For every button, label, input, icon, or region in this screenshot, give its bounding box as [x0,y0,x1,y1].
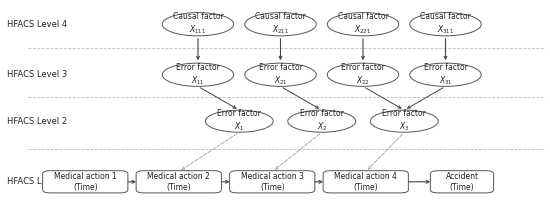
FancyBboxPatch shape [430,171,494,193]
Text: Medical action 2
(Time): Medical action 2 (Time) [147,172,210,192]
Text: Error factor
$X_3$: Error factor $X_3$ [382,109,426,133]
Ellipse shape [288,110,356,132]
Text: HFACS Level 3: HFACS Level 3 [7,70,67,79]
Ellipse shape [327,63,399,86]
FancyBboxPatch shape [230,171,315,193]
FancyBboxPatch shape [136,171,221,193]
Ellipse shape [410,13,481,36]
Text: Error factor
$X_2$: Error factor $X_2$ [300,109,344,133]
Ellipse shape [327,13,399,36]
Text: Error factor
$X_{31}$: Error factor $X_{31}$ [424,63,468,87]
FancyBboxPatch shape [323,171,408,193]
Text: Causal factor
$X_{211}$: Causal factor $X_{211}$ [255,12,306,36]
Ellipse shape [245,13,316,36]
FancyBboxPatch shape [43,171,128,193]
Ellipse shape [410,63,481,86]
Ellipse shape [245,63,316,86]
Text: HFACS Level 4: HFACS Level 4 [7,20,67,29]
Text: Medical action 1
(Time): Medical action 1 (Time) [54,172,117,192]
Ellipse shape [162,63,234,86]
Text: Medical action 3
(Time): Medical action 3 (Time) [241,172,304,192]
Text: HFACS Level 2: HFACS Level 2 [7,117,67,126]
Text: Accident
(Time): Accident (Time) [446,172,478,192]
Ellipse shape [205,110,273,132]
Text: Causal factor
$X_{111}$: Causal factor $X_{111}$ [173,12,223,36]
Text: Error factor
$X_1$: Error factor $X_1$ [217,109,261,133]
Text: Medical action 4
(Time): Medical action 4 (Time) [334,172,397,192]
Text: Causal factor
$X_{311}$: Causal factor $X_{311}$ [420,12,471,36]
Ellipse shape [370,110,438,132]
Ellipse shape [162,13,234,36]
Text: HFACS Level 1: HFACS Level 1 [7,177,67,186]
Text: Error factor
$X_{22}$: Error factor $X_{22}$ [341,63,385,87]
Text: Error factor
$X_{21}$: Error factor $X_{21}$ [258,63,303,87]
Text: Error factor
$X_{11}$: Error factor $X_{11}$ [176,63,220,87]
Text: Causal factor
$X_{221}$: Causal factor $X_{221}$ [338,12,388,36]
